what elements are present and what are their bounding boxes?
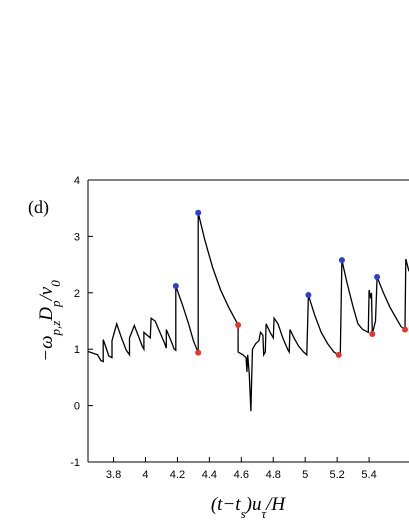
ylabel-part: /v [36,286,57,301]
y-tick-label: 3 [74,231,80,243]
x-tick-label: 4.4 [202,469,217,481]
y-tick-label: 0 [74,401,80,413]
data-point [172,283,179,290]
x-tick-label: 4 [142,469,148,481]
xlabel-part: )u [245,494,262,515]
y-tick-label: 4 [74,175,80,187]
x-tick-label: 5 [302,469,308,481]
y-tick-label: -1 [70,457,80,469]
xlabel-part: /H [265,494,286,515]
x-tick-label: 3.8 [106,469,121,481]
ylabel-part: p [48,300,63,308]
y-tick-label: 2 [74,288,80,300]
data-point [195,349,202,356]
data-point [195,209,202,216]
data-point [369,330,376,337]
data-point [235,321,242,328]
data-line [88,212,409,412]
ylabel-part: −ω [36,336,57,362]
x-tick-label: 5.4 [361,469,376,481]
x-tick-label: 4.2 [170,469,185,481]
data-point [335,351,342,358]
xlabel-part: τ [261,506,267,521]
ylabel-part: D [36,307,57,322]
y-axis-label: −ωp,zDp/v0 [36,280,63,362]
plot-area [88,209,409,412]
ylabel-part: p,z [48,321,63,337]
x-tick-label: 4.6 [234,469,249,481]
data-point [338,257,345,264]
xlabel-part: s [241,506,246,521]
x-axis-label: (t−ts)uτ/H [211,494,287,521]
y-tick-label: 1 [74,344,80,356]
panel-label: (d) [28,197,49,218]
ylabel-part: 0 [48,280,63,287]
data-point [374,274,381,281]
xlabel-part: (t−t [211,494,241,515]
data-point [402,326,409,333]
x-tick-label: 4.8 [266,469,281,481]
x-tick-label: 5.2 [329,469,344,481]
data-point [305,292,312,299]
